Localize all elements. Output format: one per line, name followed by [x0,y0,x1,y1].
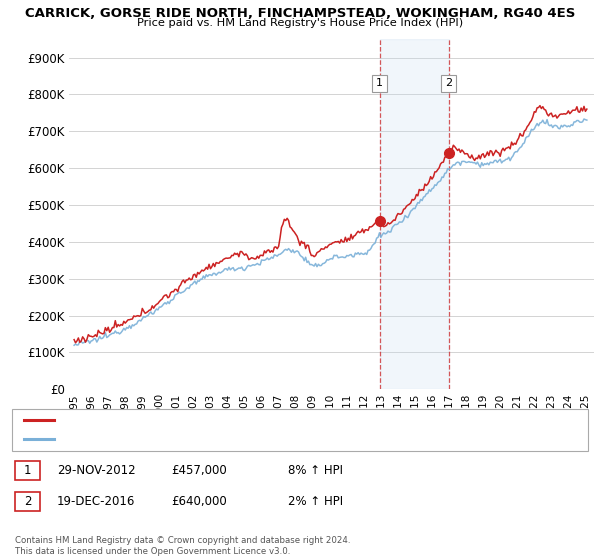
Text: 19-DEC-2016: 19-DEC-2016 [57,494,136,508]
Text: 2% ↑ HPI: 2% ↑ HPI [288,494,343,508]
Text: 29-NOV-2012: 29-NOV-2012 [57,464,136,477]
Text: Contains HM Land Registry data © Crown copyright and database right 2024.
This d: Contains HM Land Registry data © Crown c… [15,536,350,556]
Text: 1: 1 [376,78,383,88]
Text: 1: 1 [24,464,31,477]
Text: 8% ↑ HPI: 8% ↑ HPI [288,464,343,477]
Text: £457,000: £457,000 [171,464,227,477]
Text: HPI: Average price, detached house, Wokingham: HPI: Average price, detached house, Woki… [57,435,295,445]
Text: Price paid vs. HM Land Registry's House Price Index (HPI): Price paid vs. HM Land Registry's House … [137,18,463,29]
Text: 2: 2 [445,78,452,88]
Text: CARRICK, GORSE RIDE NORTH, FINCHAMPSTEAD, WOKINGHAM, RG40 4ES (detached hou: CARRICK, GORSE RIDE NORTH, FINCHAMPSTEAD… [57,415,493,425]
Text: CARRICK, GORSE RIDE NORTH, FINCHAMPSTEAD, WOKINGHAM, RG40 4ES: CARRICK, GORSE RIDE NORTH, FINCHAMPSTEAD… [25,7,575,20]
Text: £640,000: £640,000 [171,494,227,508]
Text: 2: 2 [24,494,31,508]
Bar [380,39,449,389]
